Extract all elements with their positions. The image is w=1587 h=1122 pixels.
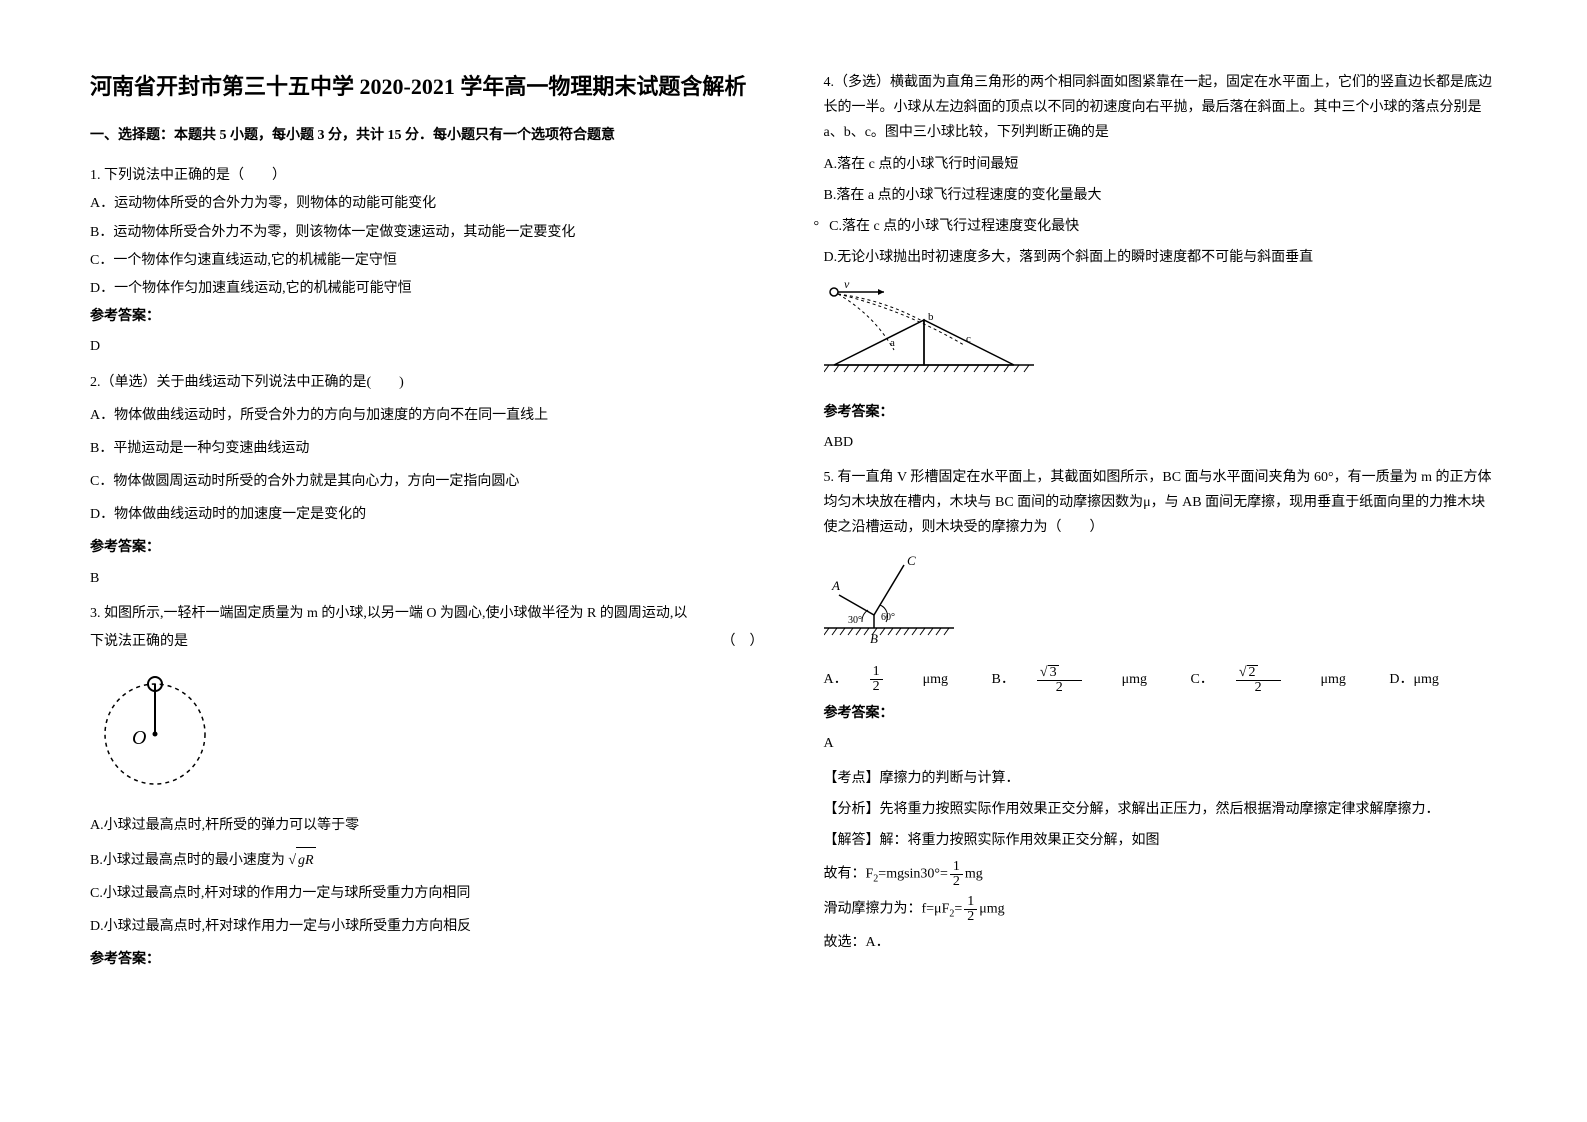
- q4-optA: A.落在 c 点的小球飞行时间最短: [824, 152, 1498, 177]
- q5-line2: 滑动摩擦力为：f=μF2=12μmg: [824, 895, 1498, 924]
- q1-optA: A．运动物体所受的合外力为零，则物体的动能可能变化: [90, 191, 764, 216]
- q5-answer: A: [824, 731, 1498, 756]
- q5-optA-den: 2: [870, 680, 883, 694]
- q3-figure: O: [90, 664, 764, 803]
- q5-optC-num: √2: [1236, 665, 1281, 681]
- q5-optC: C．√22μmg: [1190, 672, 1369, 687]
- q5-optB-den: 2: [1037, 681, 1082, 695]
- q5-optB-num: √3: [1037, 665, 1082, 681]
- q4-optB: B.落在 a 点的小球飞行过程速度的变化量最大: [824, 183, 1498, 208]
- q3-stem2-left: 下说法正确的是: [90, 629, 188, 654]
- q2-optD: D．物体做曲线运动时的加速度一定是变化的: [90, 502, 764, 527]
- q5-optB-suffix: μmg: [1122, 672, 1147, 687]
- q4-optC: C.落在 c 点的小球飞行过程速度变化最快: [829, 219, 1079, 234]
- v-groove-diagram-icon: 30° 60° A B C: [824, 550, 974, 645]
- q4-fig-b: b: [928, 311, 934, 323]
- q5-line3: 故选：A．: [824, 930, 1498, 955]
- q5-fig-B: B: [870, 631, 878, 645]
- q5-optA-num: 1: [870, 665, 883, 680]
- q4-optD: D.无论小球抛出时初速度多大，落到两个斜面上的瞬时速度都不可能与斜面垂直: [824, 245, 1498, 270]
- q3-fig-label-O: O: [132, 727, 146, 749]
- q1-optB: B．运动物体所受合外力不为零，则该物体一定做变速运动，其动能一定要变化: [90, 220, 764, 245]
- question-4: 4.（多选）横截面为直角三角形的两个相同斜面如图紧靠在一起，固定在水平面上，它们…: [824, 70, 1498, 455]
- q1-optD: D．一个物体作匀加速直线运动,它的机械能可能守恒: [90, 276, 764, 301]
- q5-options: A．12μmg B．√32μmg C．√22μmg D．μmg: [824, 665, 1498, 695]
- q3-stem1: 3. 如图所示,一轻杆一端固定质量为 m 的小球,以另一端 O 为圆心,使小球做…: [90, 601, 764, 626]
- q4-fig-c: c: [966, 333, 971, 345]
- q1-answer-label: 参考答案：: [90, 304, 764, 329]
- q3-stem2-row: 下说法正确的是 （ ）: [90, 629, 764, 654]
- q5-fig-A: A: [831, 578, 840, 593]
- q5-stem: 5. 有一直角 V 形槽固定在水平面上，其截面如图所示，BC 面与水平面间夹角为…: [824, 465, 1498, 541]
- q5-kaodian: 【考点】摩擦力的判断与计算．: [824, 766, 1498, 791]
- q3-optB: B.小球过最高点时的最小速度为 √gR: [90, 847, 764, 873]
- q5-line1-suffix: mg: [965, 866, 983, 881]
- q5-optC-den: 2: [1236, 681, 1281, 695]
- q5-line1-mid: =mgsin30°=: [878, 866, 948, 881]
- q5-jiedap: 【解答】解：将重力按照实际作用效果正交分解，如图: [824, 828, 1498, 853]
- q5-optB-prefix: B．: [992, 672, 1015, 687]
- q4-figure: v a b c: [824, 280, 1498, 389]
- q3-stem2-right: （ ）: [722, 629, 764, 654]
- q1-stem: 1. 下列说法中正确的是（ ）: [90, 163, 764, 188]
- q4-fig-a: a: [890, 337, 895, 349]
- q5-line2-den: 2: [964, 910, 977, 924]
- q5-fig-30: 30°: [848, 615, 862, 626]
- q5-fenxi: 【分析】先将重力按照实际作用效果正交分解，求解出正压力，然后根据滑动摩擦定律求解…: [824, 797, 1498, 822]
- q3-answer-label: 参考答案：: [90, 947, 764, 972]
- right-column: 4.（多选）横截面为直角三角形的两个相同斜面如图紧靠在一起，固定在水平面上，它们…: [824, 70, 1498, 1052]
- q3-optD: D.小球过最高点时,杆对球作用力一定与小球所受重力方向相反: [90, 914, 764, 939]
- q3-optC: C.小球过最高点时,杆对球的作用力一定与球所受重力方向相同: [90, 881, 764, 906]
- q3-optB-math: gR: [296, 847, 316, 873]
- question-3: 3. 如图所示,一轻杆一端固定质量为 m 的小球,以另一端 O 为圆心,使小球做…: [90, 601, 764, 973]
- q4-answer: ABD: [824, 430, 1498, 455]
- q4-fig-v: v: [844, 280, 850, 291]
- q4-optC-row: °C.落在 c 点的小球飞行过程速度变化最快: [824, 214, 1498, 239]
- q1-optC: C．一个物体作匀速直线运动,它的机械能一定守恒: [90, 248, 764, 273]
- question-2: 2.（单选）关于曲线运动下列说法中正确的是( ) A．物体做曲线运动时，所受合外…: [90, 370, 764, 591]
- q2-answer-label: 参考答案：: [90, 535, 764, 560]
- q4-stem: 4.（多选）横截面为直角三角形的两个相同斜面如图紧靠在一起，固定在水平面上，它们…: [824, 70, 1498, 146]
- triangle-diagram-icon: v a b c: [824, 280, 1044, 380]
- q5-line1: 故有：F2=mgsin30°=12mg: [824, 860, 1498, 889]
- question-5: 5. 有一直角 V 形槽固定在水平面上，其截面如图所示，BC 面与水平面间夹角为…: [824, 465, 1498, 955]
- q5-optC-suffix: μmg: [1321, 672, 1346, 687]
- q5-optD: D．μmg: [1389, 672, 1439, 687]
- q4-optC-prefix: °: [814, 219, 820, 234]
- q5-line1-num: 1: [950, 860, 963, 875]
- q5-line1-den: 2: [950, 875, 963, 889]
- q4-answer-label: 参考答案：: [824, 400, 1498, 425]
- q3-optA: A.小球过最高点时,杆所受的弹力可以等于零: [90, 813, 764, 838]
- q5-optA-prefix: A．: [824, 672, 848, 687]
- q5-line2-prefix: 滑动摩擦力为：f=μF: [824, 901, 950, 916]
- q2-optA: A．物体做曲线运动时，所受合外力的方向与加速度的方向不在同一直线上: [90, 403, 764, 428]
- q5-figure: 30° 60° A B C: [824, 550, 1498, 654]
- q5-fig-C: C: [907, 553, 916, 568]
- q2-optB: B．平抛运动是一种匀变速曲线运动: [90, 436, 764, 461]
- q5-line2-mid: =: [954, 901, 962, 916]
- page-title: 河南省开封市第三十五中学 2020-2021 学年高一物理期末试题含解析: [90, 70, 764, 103]
- q2-stem: 2.（单选）关于曲线运动下列说法中正确的是( ): [90, 370, 764, 395]
- q5-line2-suffix: μmg: [979, 901, 1004, 916]
- q2-optC: C．物体做圆周运动时所受的合外力就是其向心力，方向一定指向圆心: [90, 469, 764, 494]
- q5-fig-60: 60°: [881, 612, 895, 623]
- question-1: 1. 下列说法中正确的是（ ） A．运动物体所受的合外力为零，则物体的动能可能变…: [90, 163, 764, 359]
- q2-answer: B: [90, 566, 764, 591]
- q5-optA-suffix: μmg: [923, 672, 948, 687]
- q1-answer: D: [90, 334, 764, 359]
- q3-optB-text: B.小球过最高点时的最小速度为: [90, 853, 285, 868]
- q5-line2-num: 1: [964, 895, 977, 910]
- circle-diagram-icon: O: [90, 664, 220, 794]
- section-header: 一、选择题：本题共 5 小题，每小题 3 分，共计 15 分．每小题只有一个选项…: [90, 123, 764, 148]
- q5-optA: A．12μmg: [824, 672, 972, 687]
- q5-optC-prefix: C．: [1190, 672, 1213, 687]
- q5-answer-label: 参考答案：: [824, 701, 1498, 726]
- q5-optB: B．√32μmg: [992, 672, 1171, 687]
- q5-line1-prefix: 故有：F: [824, 866, 874, 881]
- left-column: 河南省开封市第三十五中学 2020-2021 学年高一物理期末试题含解析 一、选…: [90, 70, 764, 1052]
